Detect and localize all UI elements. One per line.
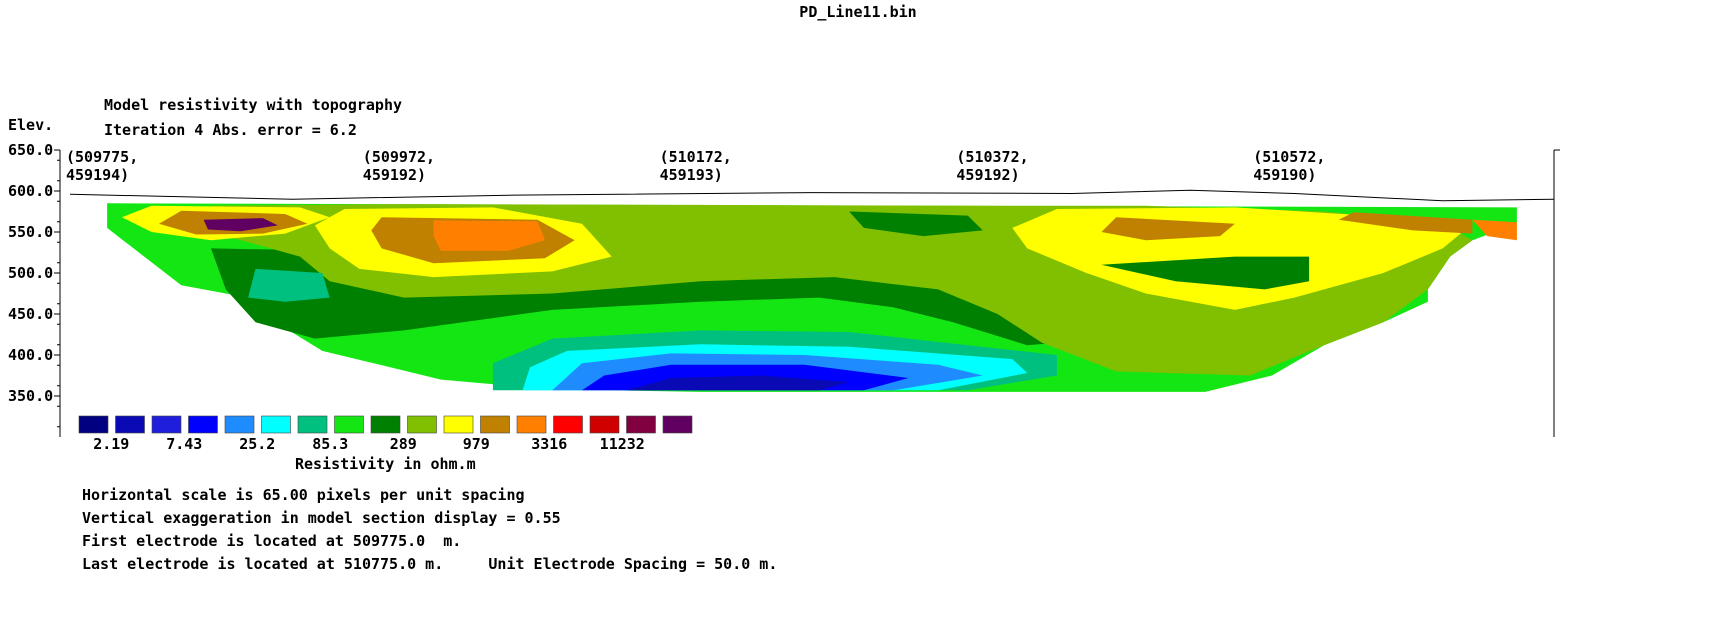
coordinate-label-line2: 459190) <box>1253 166 1316 184</box>
legend-label: 7.43 <box>166 435 202 453</box>
legend-swatch <box>297 415 328 434</box>
coordinate-label-line2: 459194) <box>66 166 129 184</box>
legend-swatch <box>224 415 255 434</box>
legend-swatch <box>334 415 364 434</box>
legend-label: 85.3 <box>312 435 348 453</box>
legend-swatch <box>370 415 401 434</box>
coordinate-label-line2: 459192) <box>363 166 426 184</box>
elev-axis-label: Elev. <box>8 116 53 134</box>
legend-label: 3316 <box>531 435 567 453</box>
y-tick-label: 500.0 <box>8 264 53 282</box>
resistivity-zone <box>1472 219 1517 241</box>
legend-label: 289 <box>390 435 417 453</box>
legend-swatch <box>261 415 291 434</box>
topography-line <box>69 189 1555 202</box>
y-tick-label: 350.0 <box>8 387 53 405</box>
legend-swatch <box>662 415 693 434</box>
legend-swatch <box>516 415 547 434</box>
legend-swatch <box>553 415 583 434</box>
legend-swatch <box>115 415 145 434</box>
legend-swatch <box>151 415 182 434</box>
resistivity-zone <box>626 375 850 391</box>
footer-line: Vertical exaggeration in model section d… <box>82 509 561 527</box>
elevation-axis: 650.0 600.0 550.0 500.0 450.0 400.0 350.0 <box>8 141 61 437</box>
y-tick-label: 550.0 <box>8 223 53 241</box>
coordinate-label-line1: (510372, <box>956 148 1028 166</box>
y-tick-label: 450.0 <box>8 305 53 323</box>
footer-line: Last electrode is located at 510775.0 m.… <box>82 555 777 573</box>
footer-line: First electrode is located at 509775.0 m… <box>82 532 461 550</box>
y-tick-label: 650.0 <box>8 141 53 159</box>
legend-swatch <box>78 415 109 434</box>
coordinate-label-line1: (510572, <box>1253 148 1325 166</box>
legend-label: 979 <box>463 435 490 453</box>
resistivity-zone <box>211 248 1057 346</box>
legend-swatch <box>480 415 510 434</box>
resistivity-zone <box>1338 212 1473 234</box>
resistivity-zone <box>203 218 278 232</box>
legend-label: 11232 <box>600 435 645 453</box>
model-title: Model resistivity with topography <box>104 96 402 114</box>
footer-line: Horizontal scale is 65.00 pixels per uni… <box>82 486 525 504</box>
y-tick-label: 600.0 <box>8 182 53 200</box>
resistivity-zone <box>1101 256 1310 290</box>
resistivity-zone <box>1101 217 1235 241</box>
y-tick-label: 400.0 <box>8 346 53 364</box>
legend-swatch <box>589 415 620 434</box>
legend-swatch <box>626 415 656 434</box>
resistivity-zones <box>107 203 1517 392</box>
resistivity-zone <box>248 268 330 302</box>
legend-swatch <box>443 415 474 434</box>
footer-info: Horizontal scale is 65.00 pixels per uni… <box>82 486 777 573</box>
file-title: PD_Line11.bin <box>799 3 917 21</box>
legend-swatch <box>407 415 437 434</box>
legend-swatch <box>188 415 218 434</box>
coordinate-label-line1: (509775, <box>66 148 138 166</box>
legend-label: 25.2 <box>239 435 275 453</box>
resistivity-zone <box>433 220 545 251</box>
coordinate-label-line1: (510172, <box>660 148 732 166</box>
legend-label: 2.19 <box>93 435 129 453</box>
resistivity-zone <box>849 211 983 237</box>
coordinate-label-line2: 459193) <box>660 166 723 184</box>
coordinate-label-line1: (509972, <box>363 148 435 166</box>
legend-title: Resistivity in ohm.m <box>295 455 476 473</box>
iteration-line: Iteration 4 Abs. error = 6.2 <box>104 121 357 139</box>
coordinate-markers: (509775,459194)(509972,459192)(510172,45… <box>66 148 1325 184</box>
color-legend: 2.19 7.43 25.2 85.3 289 979 3316 11232 <box>78 415 693 453</box>
coordinate-label-line2: 459192) <box>956 166 1019 184</box>
